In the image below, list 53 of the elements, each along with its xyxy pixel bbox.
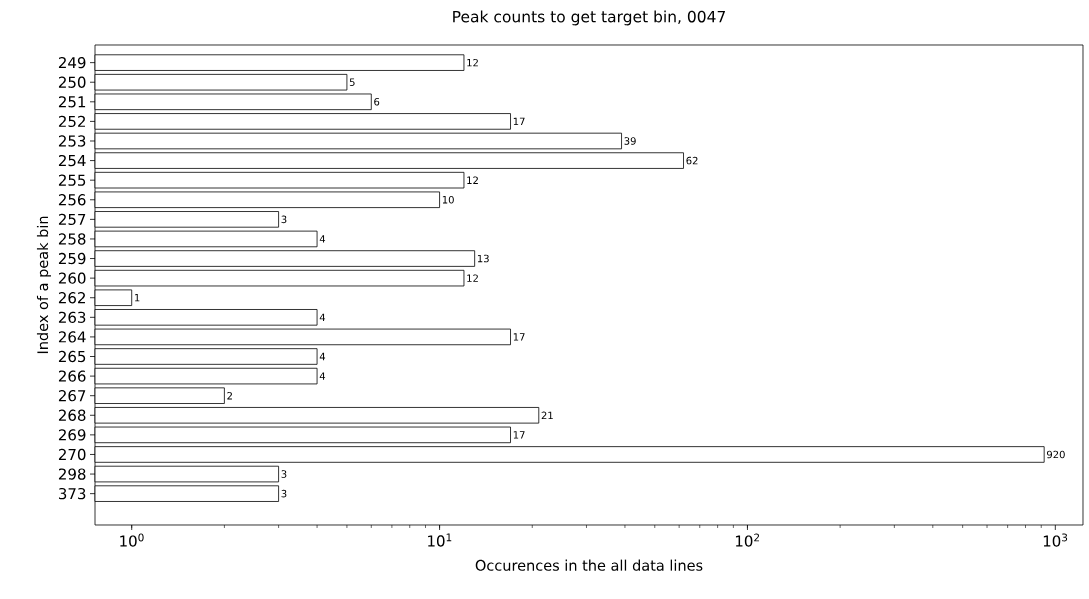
y-tick-label: 263 — [58, 311, 86, 323]
data-label: 10 — [442, 195, 454, 204]
y-tick-label: 264 — [58, 331, 86, 343]
y-tick-label: 258 — [58, 233, 86, 245]
y-tick-label: 265 — [58, 350, 86, 363]
data-label: 17 — [513, 117, 525, 126]
x-tick-label: 10$^{3}$ — [1043, 533, 1068, 547]
data-label: 62 — [686, 156, 698, 165]
data-label: 1 — [135, 294, 140, 302]
x-tick-label: 10$^{2}$ — [735, 533, 760, 547]
y-tick-label: 267 — [58, 390, 86, 402]
y-tick-label: 254 — [58, 154, 86, 167]
data-label: 2 — [227, 391, 232, 400]
data-label: 4 — [319, 352, 326, 361]
y-tick-label: 249 — [58, 56, 86, 69]
y-tick-label: 256 — [58, 194, 86, 206]
x-tick-label: 10$^{1}$ — [428, 533, 452, 547]
y-tick-label: 259 — [58, 252, 86, 265]
y-tick-label: 253 — [58, 135, 86, 147]
data-label: 3 — [281, 489, 287, 498]
data-label: 4 — [319, 313, 326, 321]
data-label: 3 — [281, 215, 287, 224]
y-tick-label: 262 — [58, 292, 85, 304]
data-label: 17 — [513, 431, 525, 439]
y-tick-label: 373 — [58, 487, 86, 500]
x-axis-title: Occurences in the all data lines — [475, 559, 703, 571]
y-tick-label: 269 — [58, 429, 86, 441]
x-tick-label: 10$^{0}$ — [120, 533, 144, 547]
data-label: 13 — [477, 254, 489, 263]
data-label: 920 — [1047, 450, 1065, 459]
y-tick-label: 255 — [58, 174, 86, 186]
data-label: 4 — [319, 235, 326, 243]
chart-title: Peak counts to get target bin, 0047 — [453, 10, 725, 26]
data-label: 39 — [624, 137, 636, 145]
y-tick-label: 251 — [58, 96, 86, 108]
data-label: 4 — [319, 372, 326, 380]
y-tick-label: 266 — [58, 370, 86, 382]
data-label: 12 — [467, 274, 478, 282]
data-label: 21 — [541, 411, 553, 419]
data-label: 6 — [374, 98, 380, 106]
data-label: 3 — [281, 470, 287, 478]
y-tick-label: 257 — [58, 213, 86, 226]
data-label: 5 — [349, 78, 355, 86]
y-tick-label: 260 — [58, 272, 86, 284]
data-label: 12 — [467, 58, 478, 67]
y-tick-label: 250 — [58, 76, 86, 88]
y-tick-label: 268 — [58, 409, 86, 421]
data-label: 17 — [513, 333, 525, 341]
y-tick-label: 252 — [58, 115, 85, 128]
data-label: 12 — [467, 176, 478, 184]
y-axis-title: Index of a peak bin — [36, 216, 51, 354]
y-tick-label: 298 — [58, 468, 86, 480]
y-tick-label: 270 — [58, 448, 86, 461]
